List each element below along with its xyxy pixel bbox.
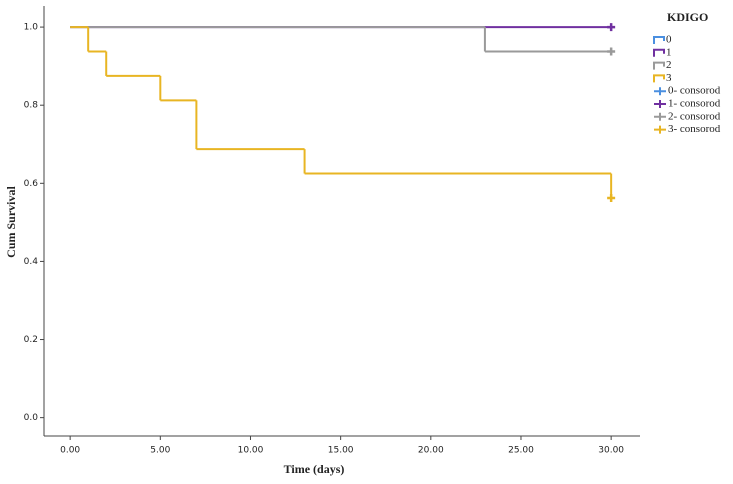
y-tick-label: 0.2 [24,335,38,345]
legend-label: 1- consorod [668,98,721,110]
legend-censor-icon [654,112,666,121]
legend-step-icon [653,61,665,70]
x-tick-label: 30.00 [598,446,624,456]
legend-label: 0- consorod [668,85,721,97]
legend-censor-icon [654,87,666,96]
legend-step-icon [653,48,665,57]
censor-mark [607,23,616,32]
legend-label: 3 [666,72,672,84]
x-tick-label: 20.00 [418,446,444,456]
legend-step-icon [653,74,665,83]
y-tick-label: 0.0 [24,413,39,423]
legend-title: KDIGO [667,10,708,24]
y-tick-label: 0.4 [24,257,39,267]
x-tick-label: 15.00 [328,446,354,456]
x-axis-title: Time (days) [284,462,345,476]
legend-censor-icon [654,125,666,134]
censor-mark [607,47,616,56]
legend-label: 2- consorod [668,110,721,122]
legend-label: 1 [666,46,672,58]
censor-mark [607,193,616,202]
legend-label: 3- consorod [668,123,721,135]
y-tick-label: 0.6 [24,179,39,189]
x-tick-label: 5.00 [150,446,170,456]
x-tick-label: 0.00 [60,446,80,456]
legend-step-icon [653,36,665,44]
x-tick-label: 10.00 [238,446,264,456]
y-tick-label: 0.8 [24,101,39,111]
legend-label: 0 [666,34,672,46]
y-axis-title: Cum Survival [4,186,18,258]
x-tick-label: 25.00 [508,446,534,456]
legend-label: 2 [666,59,672,71]
y-tick-label: 1.0 [24,23,39,33]
legend-censor-icon [654,100,666,108]
